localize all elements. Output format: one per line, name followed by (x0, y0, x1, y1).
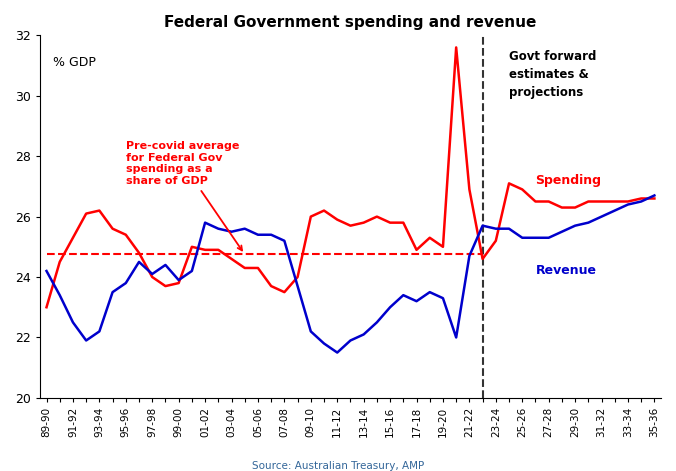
Text: % GDP: % GDP (53, 57, 96, 70)
Text: Source: Australian Treasury, AMP: Source: Australian Treasury, AMP (252, 461, 424, 471)
Text: Revenue: Revenue (535, 265, 596, 277)
Text: Spending: Spending (535, 174, 602, 187)
Text: Pre-covid average
for Federal Gov
spending as a
share of GDP: Pre-covid average for Federal Gov spendi… (126, 141, 242, 251)
Title: Federal Government spending and revenue: Federal Government spending and revenue (164, 15, 537, 30)
Text: Govt forward
estimates &
projections: Govt forward estimates & projections (509, 50, 596, 99)
